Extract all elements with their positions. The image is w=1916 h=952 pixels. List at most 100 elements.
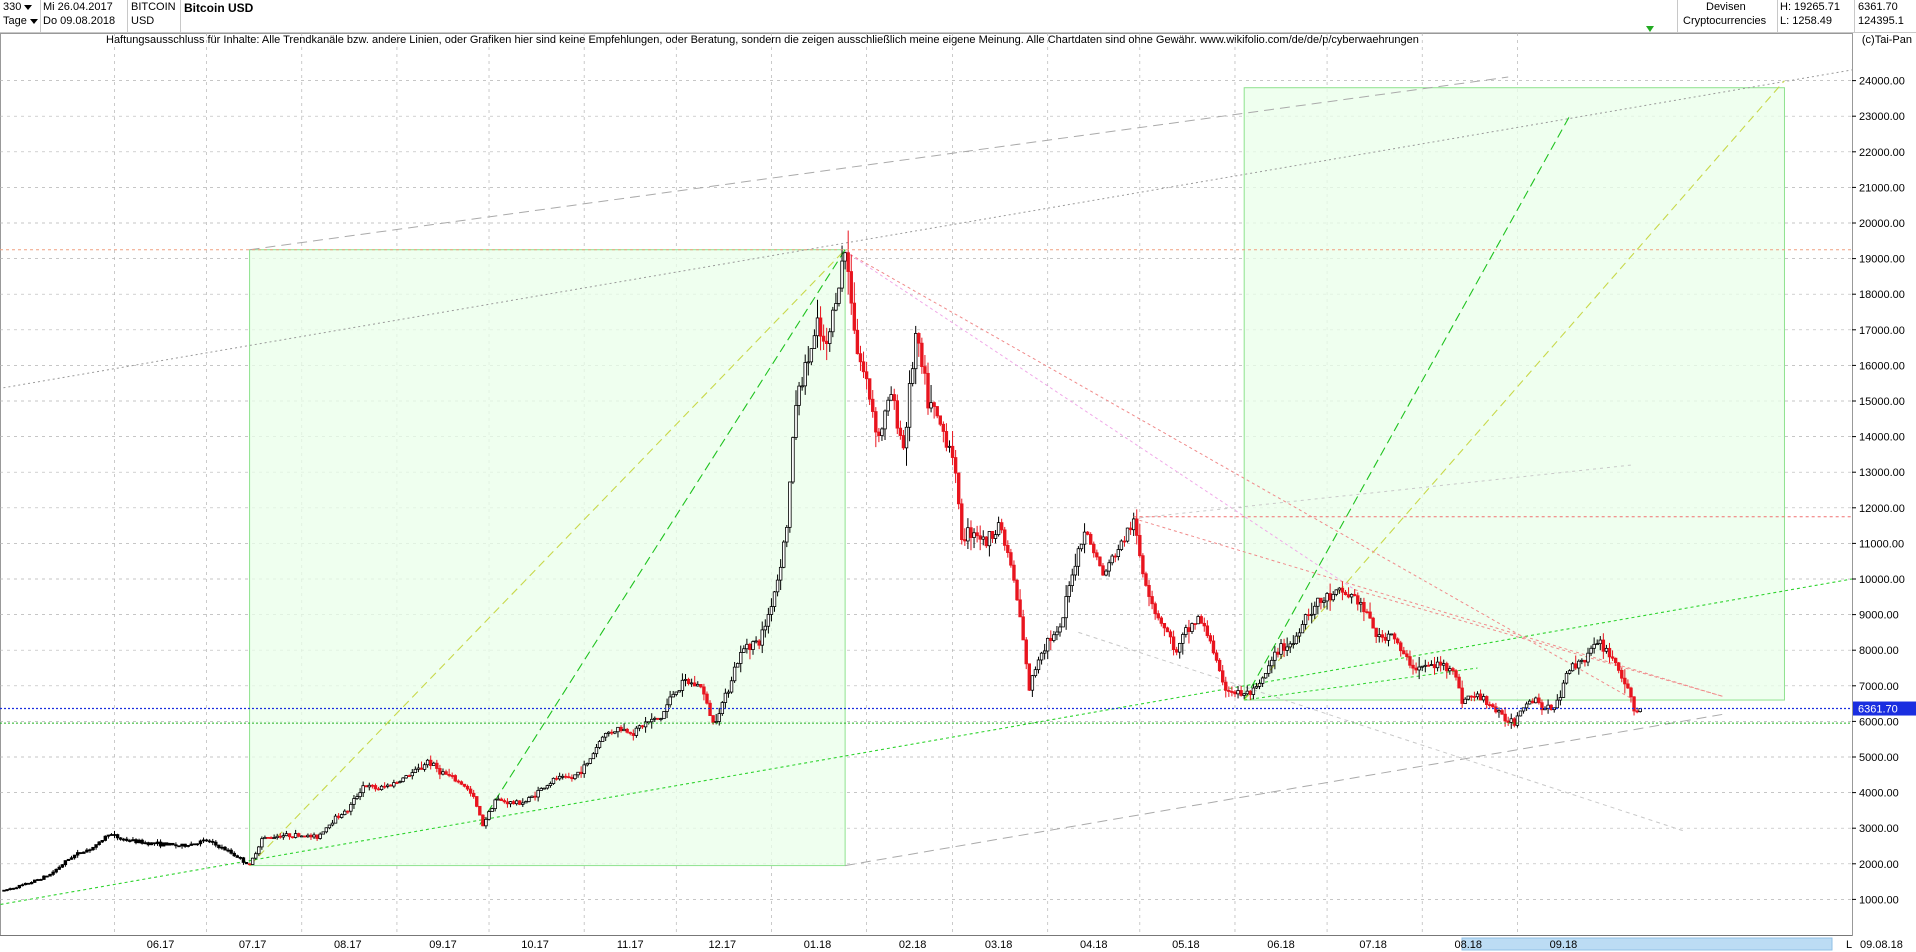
candle-body [499, 798, 504, 802]
candle-body [1343, 591, 1348, 596]
candle-body [508, 801, 513, 805]
candle-body [536, 790, 540, 798]
candle-body [453, 775, 457, 782]
candle-body [969, 527, 973, 538]
x-tick-label: 12.17 [709, 939, 737, 951]
candle-body [192, 843, 197, 846]
candle-body [392, 782, 396, 787]
candle-body [772, 591, 777, 607]
candle-body [1632, 696, 1636, 712]
candle-body [929, 402, 933, 409]
candle-body [48, 874, 52, 877]
price-tag-label: 6361.70 [1858, 704, 1898, 716]
candle-body [238, 856, 243, 859]
candle-body [456, 780, 461, 783]
candle-body [17, 884, 22, 889]
candle-body [852, 302, 857, 331]
candle-body [926, 372, 930, 409]
candle-body [158, 841, 163, 847]
candle-body [1518, 710, 1523, 717]
candle-body [1082, 531, 1087, 545]
candle-body [689, 682, 694, 685]
candle-body [1236, 690, 1240, 695]
candle-body [1500, 710, 1504, 715]
date-to[interactable]: Do 09.08.2018 [43, 15, 116, 27]
candle-body [404, 775, 408, 779]
date-from[interactable]: Mi 26.04.2017 [43, 1, 113, 13]
resistance-line-2 [1133, 518, 1724, 697]
candle-body [886, 399, 890, 412]
candle-body [874, 411, 878, 433]
candle-body [428, 759, 433, 766]
candle-body [530, 795, 534, 798]
candle-body [1442, 663, 1446, 666]
candle-body [1506, 720, 1510, 723]
candle-body [272, 837, 276, 840]
y-tick-label: 16000.00 [1859, 360, 1905, 372]
candle-body [1168, 631, 1173, 638]
candle-body [152, 842, 157, 845]
copyright-text: (c)Tai-Pan [1861, 34, 1912, 46]
y-tick-label: 7000.00 [1859, 681, 1899, 693]
x-tick-label: 08.18 [1455, 939, 1483, 951]
candle-body [54, 868, 58, 873]
candle-body [809, 348, 814, 363]
candle-body [1181, 634, 1185, 644]
candle-body [318, 833, 322, 839]
candle-body [877, 431, 881, 437]
candle-body [1610, 656, 1615, 659]
candle-body [858, 353, 863, 363]
candle-body [999, 522, 1004, 531]
candle-body [459, 781, 464, 785]
candle-body [1371, 617, 1375, 629]
candle-body [395, 782, 399, 784]
candle-body [1230, 691, 1234, 693]
candle-body [742, 648, 746, 653]
candle-body [1254, 685, 1259, 689]
x-end-label: 09.08.18 [1860, 939, 1903, 951]
candle-body [1153, 603, 1157, 615]
period-select[interactable]: 330 [3, 0, 33, 15]
candle-body [963, 539, 967, 542]
candle-body [88, 849, 92, 852]
candle-body [966, 527, 970, 542]
candle-body [782, 541, 786, 568]
candle-body [950, 445, 955, 458]
candle-body [898, 427, 903, 436]
candle-body [232, 852, 236, 857]
candle-body [941, 423, 946, 432]
candle-body [956, 472, 961, 505]
candle-body [1294, 635, 1299, 645]
candle-body [1380, 634, 1385, 638]
candle-body [1058, 626, 1062, 633]
y-tick-label: 6000.00 [1859, 716, 1899, 728]
signal-arrow-icon [1646, 26, 1654, 32]
candle-body [984, 536, 989, 547]
candle-body [204, 839, 209, 842]
candle-body [1092, 543, 1096, 554]
unit-select[interactable]: Tage [3, 14, 38, 29]
candle-body [281, 835, 286, 838]
candle-body [164, 842, 169, 846]
candle-body [496, 798, 500, 801]
candle-body [560, 775, 565, 778]
candle-body [671, 693, 675, 698]
candle-body [797, 385, 801, 406]
candle-body [42, 875, 46, 880]
candle-body [398, 781, 402, 783]
candle-body [1119, 540, 1124, 550]
candle-body [333, 815, 338, 824]
candle-body [1497, 710, 1501, 713]
candle-body [1113, 555, 1117, 558]
candle-body [895, 400, 900, 429]
candle-body [1049, 637, 1053, 641]
candle-body [97, 841, 101, 845]
candle-body [1472, 696, 1477, 698]
x-tick-label: 07.17 [239, 939, 267, 951]
candle-body [487, 811, 491, 820]
candle-body [585, 762, 589, 766]
candle-body [837, 287, 841, 304]
candle-body [1012, 564, 1016, 581]
candle-body [1346, 594, 1351, 598]
